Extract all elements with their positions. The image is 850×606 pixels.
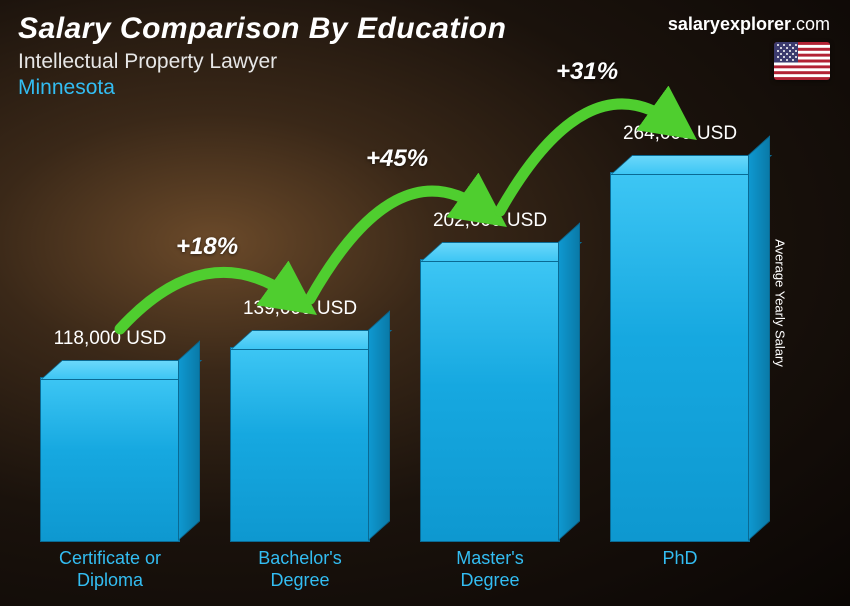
brand-name-rest: .com [791, 14, 830, 34]
bar: 139,000 USD [230, 347, 370, 542]
brand-name-bold: salaryexplorer [668, 14, 791, 34]
bar-group: 202,000 USDMaster'sDegree [420, 259, 560, 542]
bar: 118,000 USD [40, 377, 180, 542]
bar-label: Certificate orDiploma [59, 548, 161, 591]
bar-value: 264,000 USD [623, 123, 737, 145]
bar-group: 118,000 USDCertificate orDiploma [40, 377, 180, 542]
bar-group: 264,000 USDPhD [610, 172, 750, 542]
arc-label: +45% [366, 145, 428, 173]
brand-label: salaryexplorer.com [668, 14, 830, 35]
bar: 202,000 USD [420, 259, 560, 542]
bar-value: 118,000 USD [54, 328, 167, 350]
bar-value: 202,000 USD [433, 210, 547, 232]
bar-label: Bachelor'sDegree [258, 548, 341, 591]
bar: 264,000 USD [610, 172, 750, 542]
arc-label: +31% [556, 58, 618, 86]
bar-chart: 118,000 USDCertificate orDiploma139,000 … [40, 70, 790, 590]
bar-group: 139,000 USDBachelor'sDegree [230, 347, 370, 542]
bar-label: Master'sDegree [456, 548, 523, 591]
bar-value: 139,000 USD [243, 298, 357, 320]
bar-label: PhD [662, 548, 697, 570]
arc-label: +18% [176, 233, 238, 261]
